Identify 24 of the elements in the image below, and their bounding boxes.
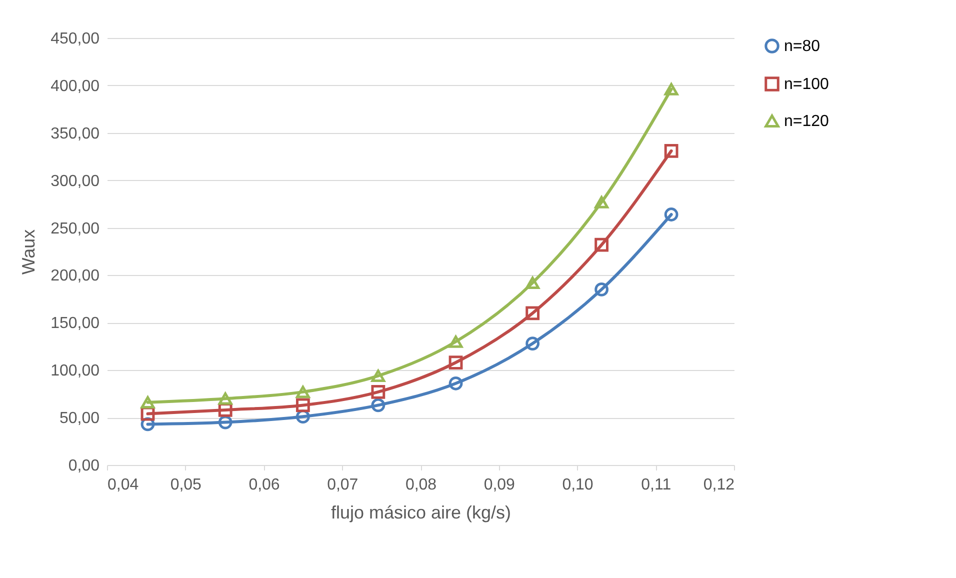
x-tick-label: 0,06 bbox=[248, 476, 280, 494]
x-tick-label: 0,08 bbox=[405, 476, 437, 494]
legend-label: n=100 bbox=[784, 76, 830, 93]
legend-label: n=80 bbox=[784, 38, 820, 55]
y-tick-label: 200,00 bbox=[50, 268, 100, 285]
x-tick-label: 0,12 bbox=[703, 476, 735, 494]
y-tick-label: 400,00 bbox=[50, 78, 100, 95]
y-tick-label: 50,00 bbox=[59, 410, 100, 428]
y-tick-label: 150,00 bbox=[50, 315, 100, 332]
y-tick-label: 250,00 bbox=[50, 220, 100, 238]
x-tick-label: 0,07 bbox=[327, 476, 358, 494]
x-tick-label: 0,05 bbox=[170, 476, 202, 494]
y-tick-label: 350,00 bbox=[50, 125, 100, 142]
y-tick-label: 450,00 bbox=[50, 30, 100, 48]
y-axis-title: Waux bbox=[18, 229, 39, 275]
y-tick-label: 100,00 bbox=[50, 362, 100, 380]
legend-label: n=120 bbox=[784, 113, 830, 130]
x-tick-label: 0,04 bbox=[108, 476, 139, 494]
x-axis-title: flujo másico aire (kg/s) bbox=[330, 502, 512, 522]
x-tick-label: 0,09 bbox=[484, 476, 516, 494]
y-tick-label: 300,00 bbox=[50, 172, 100, 190]
x-tick-label: 0,11 bbox=[641, 476, 672, 494]
y-tick-label: 0,00 bbox=[68, 458, 100, 474]
x-tick-label: 0,10 bbox=[562, 476, 594, 494]
